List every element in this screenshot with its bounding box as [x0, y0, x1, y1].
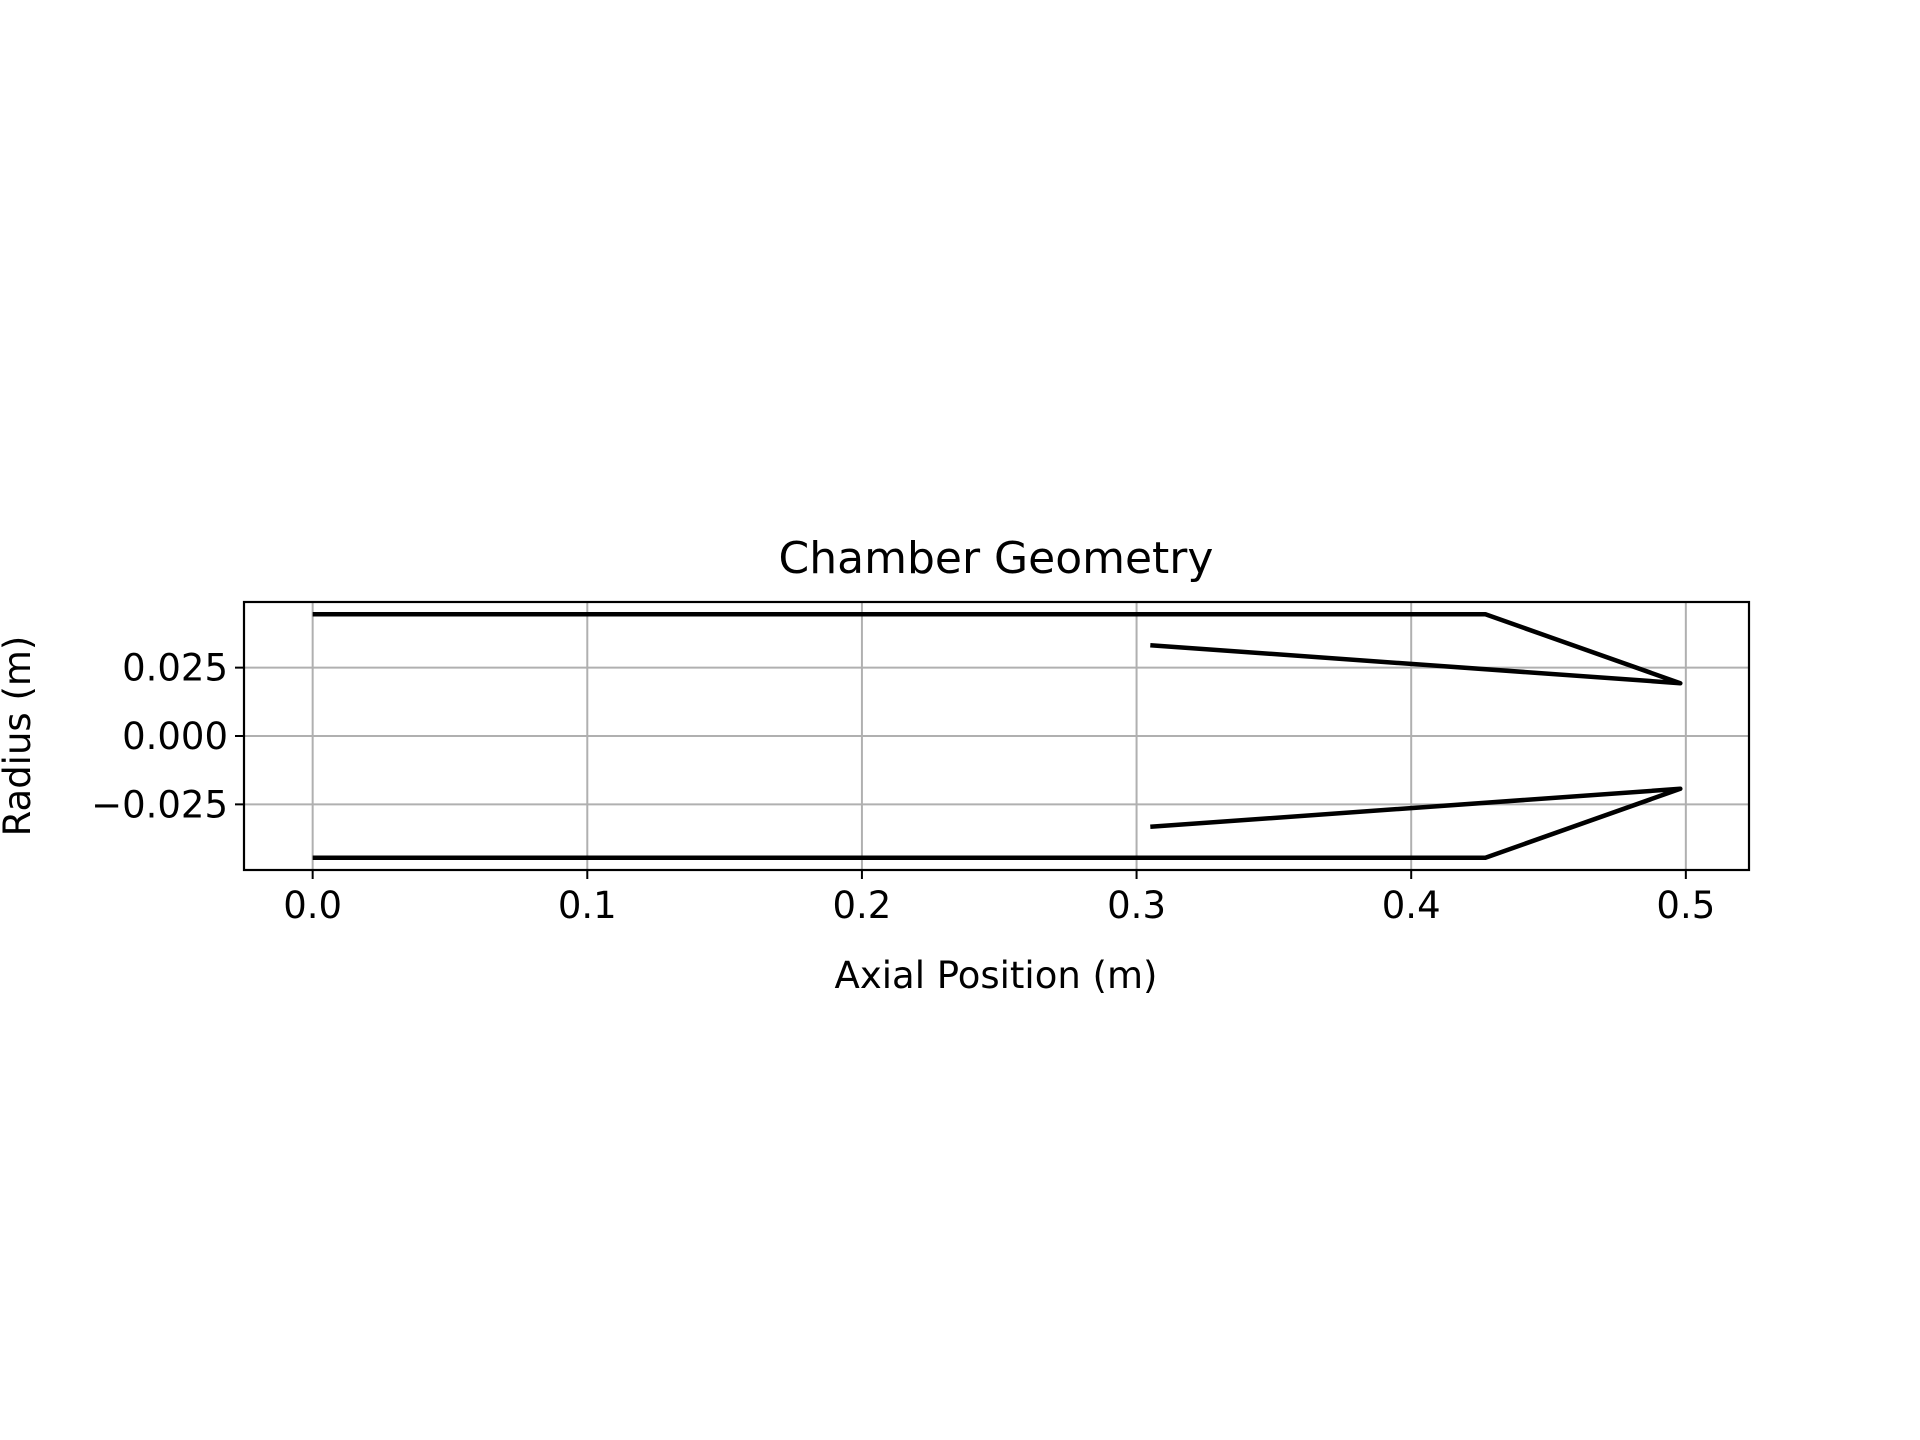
y-axis-label: Radius (m): [0, 636, 39, 837]
x-tick-label: 0.5: [1656, 884, 1715, 927]
y-tick-label: 0.025: [122, 647, 228, 690]
series-line-1: [312, 612, 1683, 686]
series-layer: [312, 612, 1683, 860]
x-tick-label: 0.2: [833, 884, 892, 927]
x-axis-label: Axial Position (m): [835, 954, 1158, 997]
grid: [244, 602, 1749, 870]
x-tick-label: 0.4: [1382, 884, 1441, 927]
series-line-2: [312, 786, 1683, 860]
y-tick-label: 0.000: [122, 715, 228, 758]
y-axis-ticks: 0.025 0.000 −0.025: [91, 647, 244, 826]
y-tick-label: −0.025: [91, 783, 228, 826]
x-tick-label: 0.3: [1107, 884, 1166, 927]
x-tick-label: 0.0: [283, 884, 342, 927]
x-tick-label: 0.1: [558, 884, 617, 927]
x-axis-ticks: 0.0 0.1 0.2 0.3 0.4 0.5: [283, 870, 1715, 927]
chart-title: Chamber Geometry: [779, 533, 1214, 584]
